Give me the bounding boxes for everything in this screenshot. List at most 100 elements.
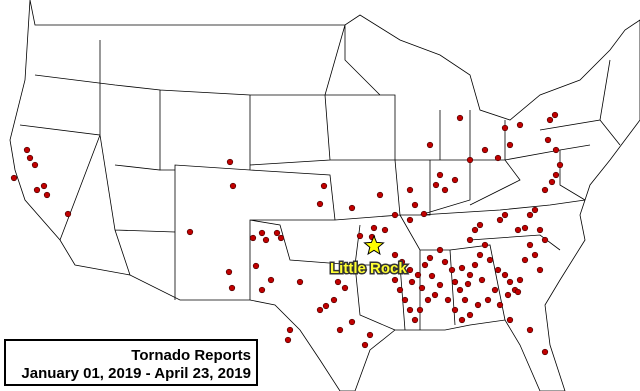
tornado-reports <box>10 111 564 356</box>
report-dot <box>356 232 364 240</box>
report-dot <box>471 261 479 269</box>
report-dot <box>451 306 459 314</box>
report-dot <box>436 281 444 289</box>
report-dot <box>391 251 399 259</box>
report-dot <box>252 262 260 270</box>
report-dot <box>556 161 564 169</box>
report-dot <box>249 234 257 242</box>
report-dot <box>464 280 472 288</box>
report-dot <box>421 261 429 269</box>
report-dot <box>506 141 514 149</box>
report-dot <box>296 278 304 286</box>
report-dot <box>501 211 509 219</box>
report-dot <box>516 121 524 129</box>
report-dot <box>526 326 534 334</box>
country-outline <box>9 0 640 391</box>
report-dot <box>334 278 342 286</box>
report-dot <box>531 251 539 259</box>
report-dot <box>23 146 31 154</box>
report-dot <box>501 124 509 132</box>
report-dot <box>406 266 414 274</box>
report-dot <box>286 326 294 334</box>
report-dot <box>33 186 41 194</box>
report-dot <box>552 171 560 179</box>
report-dot <box>330 296 338 304</box>
report-dot <box>548 178 556 186</box>
report-dot <box>504 291 512 299</box>
report-dot <box>414 271 422 279</box>
report-dot <box>536 266 544 274</box>
report-dot <box>541 186 549 194</box>
report-dot <box>516 276 524 284</box>
report-dot <box>398 258 406 266</box>
report-dot <box>418 284 426 292</box>
report-dot <box>424 296 432 304</box>
report-dot <box>406 306 414 314</box>
report-dot <box>458 316 466 324</box>
report-dot <box>541 348 549 356</box>
report-dot <box>316 306 324 314</box>
report-dot <box>316 200 324 208</box>
report-dot <box>444 296 452 304</box>
state-lines <box>19 24 621 331</box>
report-dot <box>341 284 349 292</box>
report-dot <box>541 236 549 244</box>
report-dot <box>336 326 344 334</box>
report-dot <box>391 211 399 219</box>
legend-title: Tornado Reports <box>131 347 251 364</box>
report-dot <box>228 284 236 292</box>
report-dot <box>229 182 237 190</box>
report-dot <box>501 271 509 279</box>
report-dot <box>514 226 522 234</box>
report-dot <box>478 276 486 284</box>
report-dot <box>544 136 552 144</box>
report-dot <box>526 211 534 219</box>
report-dot <box>64 210 72 218</box>
report-dot <box>536 226 544 234</box>
report-dot <box>476 251 484 259</box>
report-dot <box>551 111 559 119</box>
report-dot <box>432 181 440 189</box>
report-dot <box>456 286 464 294</box>
city-label: Little Rock <box>330 260 407 277</box>
report-dot <box>436 246 444 254</box>
report-dot <box>406 186 414 194</box>
report-dot <box>436 171 444 179</box>
report-dot <box>506 316 514 324</box>
report-dot <box>474 301 482 309</box>
report-dot <box>466 156 474 164</box>
report-dot <box>481 241 489 249</box>
report-dot <box>546 116 554 124</box>
report-dot <box>381 226 389 234</box>
report-dot <box>370 224 378 232</box>
report-dot <box>426 141 434 149</box>
report-dot <box>258 286 266 294</box>
report-dot <box>406 216 414 224</box>
report-dot <box>514 288 522 296</box>
legend-dates: January 01, 2019 - April 23, 2019 <box>21 365 251 382</box>
report-dot <box>408 278 416 286</box>
report-dot <box>451 278 459 286</box>
report-dot <box>273 229 281 237</box>
report-dot <box>361 341 369 349</box>
report-dot <box>552 146 560 154</box>
report-dot <box>258 229 266 237</box>
report-dot <box>484 296 492 304</box>
report-dot <box>416 306 424 314</box>
report-dot <box>496 216 504 224</box>
report-dot <box>494 154 502 162</box>
report-dot <box>366 331 374 339</box>
report-dot <box>441 186 449 194</box>
report-dot <box>226 158 234 166</box>
report-dot <box>391 276 399 284</box>
report-dot <box>461 296 469 304</box>
report-dot <box>431 291 439 299</box>
report-dot <box>43 191 51 199</box>
state-borders <box>9 0 640 391</box>
report-dot <box>526 241 534 249</box>
report-dot <box>481 146 489 154</box>
report-dot <box>411 201 419 209</box>
report-dot <box>506 278 514 286</box>
